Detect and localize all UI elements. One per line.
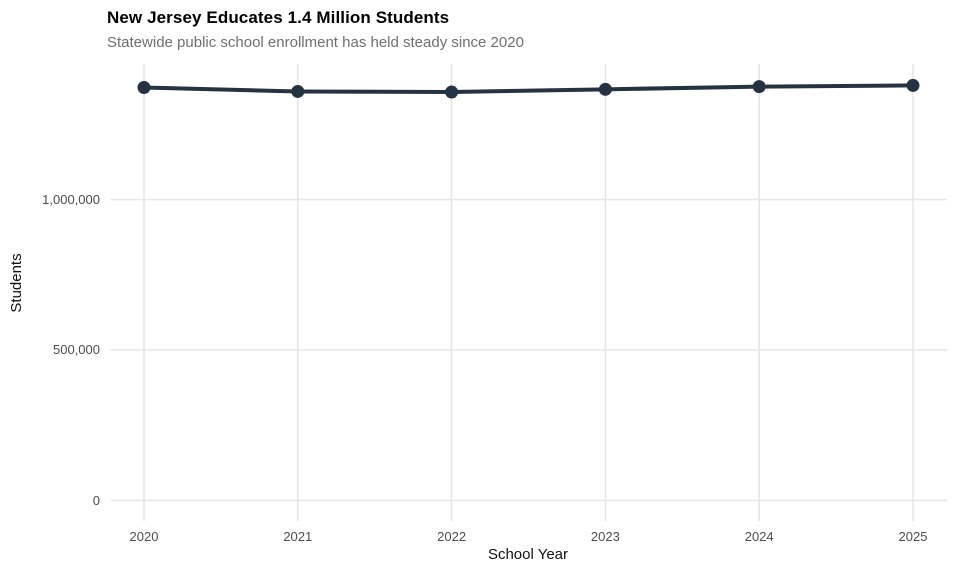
x-tick-label: 2021 — [283, 529, 313, 544]
chart-title: New Jersey Educates 1.4 Million Students — [107, 8, 450, 27]
x-tick-label: 2023 — [590, 529, 620, 544]
data-point — [291, 84, 305, 98]
x-tick-label: 2020 — [129, 529, 159, 544]
x-tick-label: 2025 — [898, 529, 928, 544]
y-tick-label: 1,000,000 — [42, 191, 100, 207]
data-point — [137, 81, 151, 95]
enrollment-line — [142, 83, 915, 95]
x-tick-label: 2022 — [437, 529, 467, 544]
data-point — [598, 82, 612, 96]
data-point — [752, 80, 766, 94]
x-axis-title: School Year — [487, 546, 569, 563]
data-point — [445, 85, 459, 99]
y-tick-label: 500,000 — [53, 342, 100, 357]
x-tick-label: 2024 — [744, 529, 774, 544]
y-tick-label: 0 — [92, 492, 100, 508]
data-point — [906, 78, 920, 92]
chart-subtitle: Statewide public school enrollment has h… — [107, 34, 524, 51]
